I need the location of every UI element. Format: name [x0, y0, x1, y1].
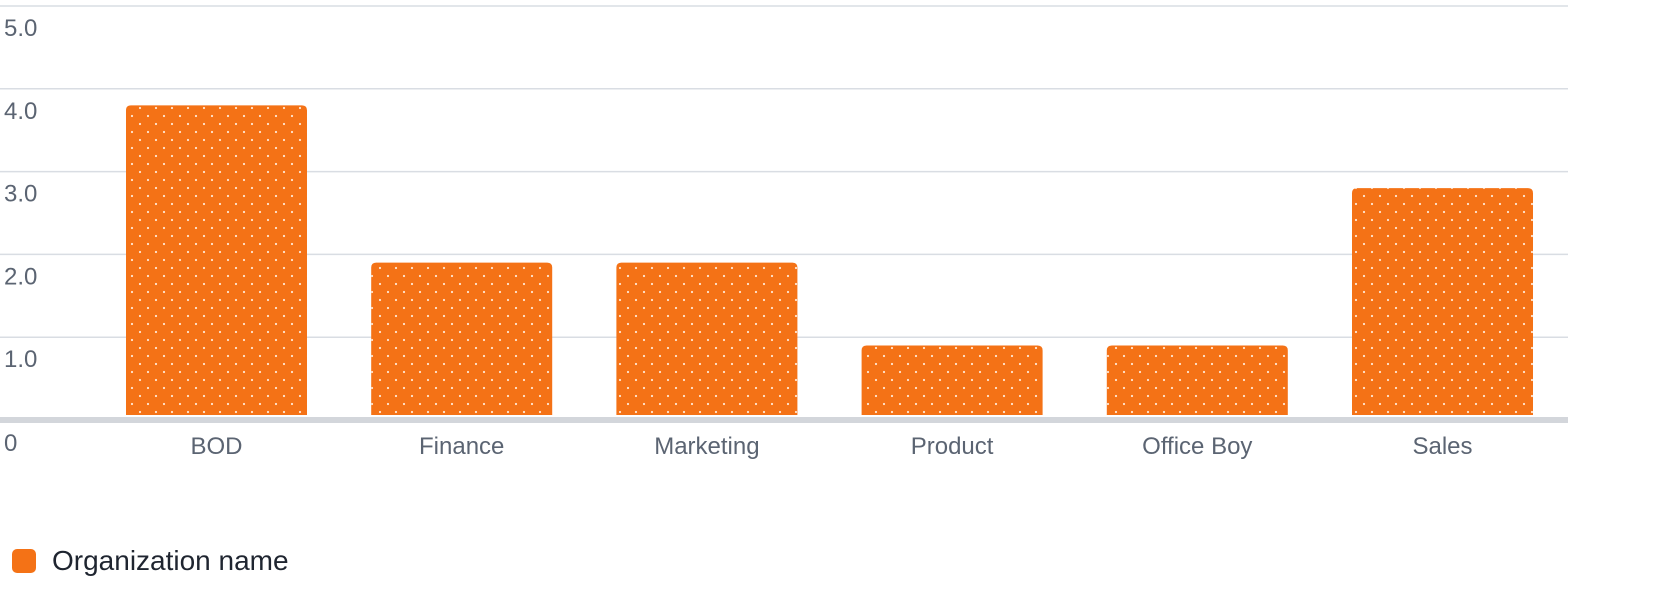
legend-label-organization-name: Organization name	[52, 545, 289, 576]
x-tick-label: BOD	[190, 433, 242, 460]
bar-dot-pattern	[1106, 345, 1288, 415]
y-tick-label: 5.0	[4, 15, 37, 42]
bar-dot-pattern	[371, 262, 553, 415]
bar-sales	[1352, 188, 1533, 415]
bar-dot-pattern	[861, 345, 1043, 415]
x-tick-label: Marketing	[654, 433, 759, 460]
x-tick-label: Sales	[1412, 433, 1472, 460]
bar-dot-pattern	[126, 105, 307, 416]
x-axis	[0, 417, 1568, 423]
y-tick-label: 2.0	[4, 263, 37, 290]
y-tick-label: 1.0	[4, 346, 37, 373]
x-tick-label: Product	[911, 433, 994, 460]
y-tick-label: 4.0	[4, 98, 37, 125]
y-axis-tick-labels: 0 1.0 2.0 3.0 4.0 5.0	[4, 15, 37, 457]
x-tick-label: Office Boy	[1142, 433, 1252, 460]
x-tick-label: Finance	[419, 433, 504, 460]
legend: Organization name	[12, 545, 289, 577]
bars	[126, 105, 1533, 416]
x-axis-line	[0, 417, 1568, 423]
bar-office-boy	[1106, 345, 1288, 415]
bar-dot-pattern	[1352, 188, 1533, 415]
bar-dot-pattern	[616, 262, 798, 415]
y-tick-label: 0	[4, 430, 17, 457]
bar-finance	[371, 262, 553, 415]
bar-marketing	[616, 262, 798, 415]
bar-product	[861, 345, 1043, 415]
x-axis-tick-labels: BOD Finance Marketing Product Office Boy Sale…	[190, 433, 1472, 460]
bar-bod	[126, 105, 307, 416]
y-tick-label: 3.0	[4, 181, 37, 208]
legend-swatch	[12, 549, 36, 573]
